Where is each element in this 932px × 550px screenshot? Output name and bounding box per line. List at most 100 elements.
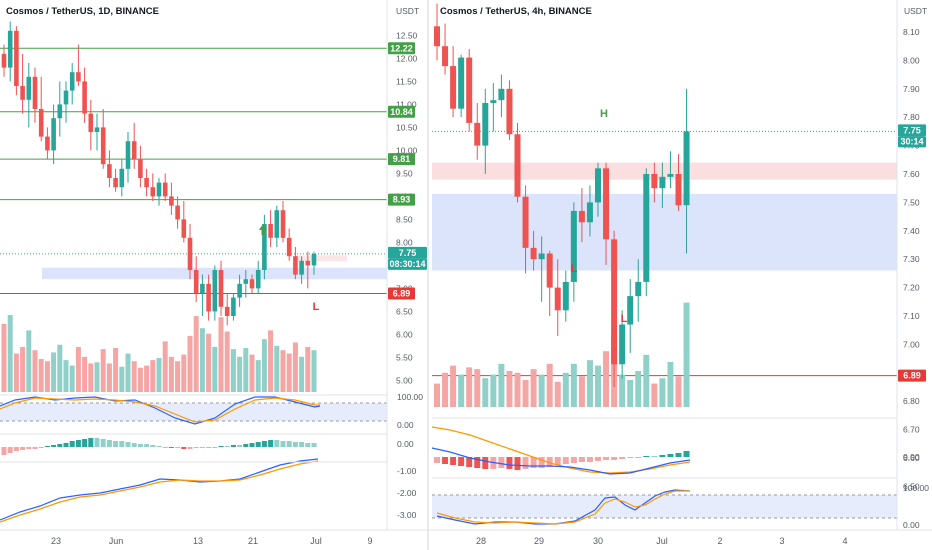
macd-hist-bar [274, 440, 280, 447]
macd-hist-bar [94, 438, 100, 447]
macd-hist-bar [51, 445, 57, 447]
price-tick-label: 12.50 [396, 30, 418, 40]
candle-body [69, 72, 75, 91]
level-price-tag-bg [388, 42, 415, 55]
level-price-tag: 12.22 [390, 43, 413, 53]
volume-bar [131, 361, 137, 392]
candle-body [546, 253, 553, 288]
candle-body [659, 176, 666, 189]
volume-bar [434, 383, 440, 407]
time-tick-label: 30 [593, 536, 603, 546]
volume-bar [168, 356, 174, 392]
countdown-tag: 08:30:14 [389, 259, 425, 269]
volume-bar [100, 349, 106, 392]
signal-line [0, 460, 319, 523]
macd-hist-bar [75, 440, 81, 447]
volume-bar [51, 352, 57, 392]
macd-hist-bar [175, 447, 181, 448]
level-price-tag: 8.93 [393, 195, 411, 205]
candle-body [603, 168, 610, 240]
macd-hist-bar [144, 444, 150, 447]
macd-tick-label: 0.00 [903, 452, 920, 462]
volume-bar [578, 376, 585, 407]
macd-hist-bar [69, 441, 75, 447]
candle-body [474, 122, 481, 146]
volume-bar [667, 362, 674, 407]
macd-hist-bar [243, 444, 249, 447]
candle-body [51, 118, 56, 151]
candle-body [113, 178, 118, 188]
macd-hist-bar [82, 439, 88, 447]
macd-hist-bar [570, 457, 577, 463]
candle-body [619, 324, 626, 365]
volume-bar [63, 360, 69, 392]
stoch-tick-label: 0.00 [903, 520, 920, 530]
candle-body [181, 219, 187, 238]
low-marker: L [571, 263, 578, 275]
candle-body [175, 205, 180, 220]
volume-bar [538, 374, 545, 407]
macd-hist-bar [162, 447, 168, 448]
last-price-tag: 7.75 [903, 125, 921, 135]
candle-body [32, 76, 38, 109]
candle-body [450, 66, 457, 109]
macd-hist-bar [659, 455, 666, 457]
volume-bar [237, 356, 243, 392]
left-chart-pane[interactable]: L [0, 21, 387, 523]
high-marker: H [600, 108, 608, 120]
up-arrow-icon [259, 224, 267, 235]
candle-body [466, 57, 473, 123]
candle-body [45, 136, 50, 151]
price-tick-label: 7.30 [903, 254, 920, 264]
candle-body [299, 260, 304, 275]
macd-hist-bar [675, 453, 682, 457]
volume-bar [286, 353, 292, 392]
volume-bar [26, 330, 32, 392]
candle-body [434, 26, 440, 47]
time-tick-label: 3 [779, 536, 784, 546]
candle-body [38, 109, 44, 137]
level-price-tag: 10.84 [390, 107, 413, 117]
candle-body [667, 174, 674, 177]
macd-hist-bar [434, 457, 440, 463]
macd-hist-bar [474, 457, 481, 468]
support-zone [432, 193, 897, 271]
price-tick-label: 5.00 [396, 375, 413, 385]
volume-bar [562, 372, 569, 407]
stoch-tick-label: 100.00 [903, 483, 929, 493]
macd-hist-bar [119, 441, 125, 447]
candle-body [26, 76, 32, 100]
macd-hist-bar [305, 443, 311, 447]
macd-hist-bar [311, 443, 317, 447]
macd-tick-label: 0.00 [397, 439, 414, 449]
price-tick-label: 10.50 [396, 122, 418, 132]
volume-bar [280, 350, 286, 392]
price-tick-label: 6.70 [903, 425, 920, 435]
price-tick-label: 8.50 [396, 214, 413, 224]
macd-hist-bar [450, 457, 457, 465]
macd-hist-bar [168, 447, 174, 448]
right-chart-pane[interactable]: H L L [431, 3, 897, 525]
time-tick-label: Jul [310, 536, 322, 546]
macd-tick-label: -3.00 [397, 510, 417, 520]
price-tick-label: 6.00 [396, 329, 413, 339]
candle-body [243, 279, 249, 284]
volume-bar [1, 323, 7, 392]
volume-bar [450, 365, 457, 407]
right-chart-title: Cosmos / TetherUS, 4h, BINANCE [440, 6, 592, 17]
volume-bar [458, 374, 465, 407]
candle-body [490, 100, 497, 103]
time-tick-label: Jun [109, 536, 124, 546]
macd-hist-bar [442, 457, 449, 464]
candle-body [218, 270, 224, 307]
macd-hist-bar [206, 447, 212, 448]
volume-bar [619, 374, 626, 407]
macd-hist-bar [32, 447, 38, 449]
last-price-tag-bg [898, 124, 926, 137]
price-tick-label: 11.00 [396, 99, 417, 109]
volume-bar [224, 331, 230, 392]
candle-body [570, 210, 577, 282]
candle-body [212, 270, 218, 312]
volume-bar [193, 316, 199, 392]
